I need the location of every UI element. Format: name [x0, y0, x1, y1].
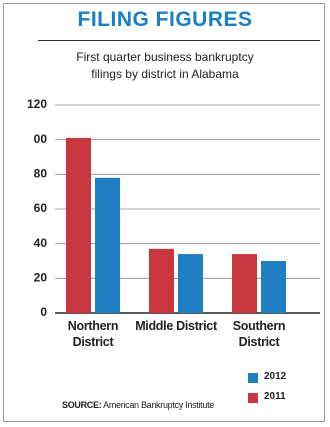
- title-rule: [38, 40, 320, 41]
- x-tick-label: Middle District: [135, 319, 217, 333]
- legend-swatch: [248, 393, 258, 403]
- y-tick-label: 0: [40, 305, 47, 319]
- bar: [261, 261, 286, 313]
- bar: [66, 137, 91, 313]
- y-tick-label: 80: [34, 167, 48, 181]
- source: SOURCE: American Bankruptcy Institute: [62, 400, 214, 410]
- legend-label: 2011: [264, 391, 286, 402]
- y-tick-label: 120: [27, 97, 47, 111]
- bar: [149, 248, 174, 313]
- bar: [232, 254, 257, 313]
- legend-swatch: [248, 373, 258, 383]
- y-tick-label: 40: [34, 236, 48, 250]
- chart-title: FILING FIGURES: [77, 8, 253, 31]
- source-text: American Bankruptcy Institute: [103, 400, 214, 410]
- x-tick-label: Southern District: [232, 319, 286, 349]
- subtitle: First quarter business bankruptcy: [76, 50, 254, 64]
- y-tick-label: 00: [34, 132, 48, 146]
- bar: [178, 254, 203, 313]
- x-tick-label: Northern District: [67, 319, 119, 349]
- frame: [3, 3, 325, 422]
- bar: [95, 177, 120, 313]
- subtitle: filings by district in Alabama: [91, 67, 239, 81]
- y-tick-label: 60: [34, 201, 48, 215]
- legend-label: 2012: [264, 371, 287, 382]
- y-tick-label: 20: [34, 271, 48, 285]
- source-label: SOURCE:: [62, 400, 102, 410]
